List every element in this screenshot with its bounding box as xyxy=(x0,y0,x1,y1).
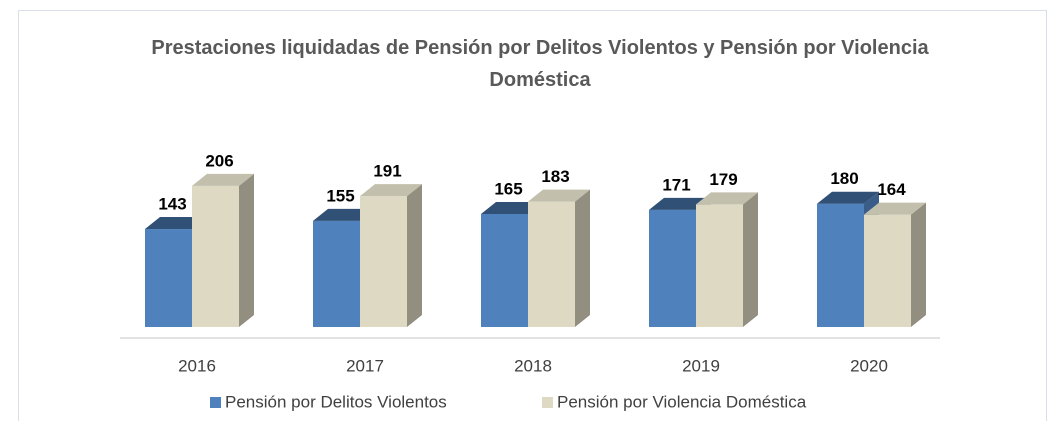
bar xyxy=(192,185,239,327)
x-tick-label: 2017 xyxy=(346,356,384,375)
data-label: 191 xyxy=(373,162,401,181)
bar xyxy=(313,220,360,327)
x-tick-label: 2019 xyxy=(682,356,720,375)
x-tick-label: 2020 xyxy=(850,356,888,375)
bar-top xyxy=(145,217,207,230)
legend-swatch xyxy=(542,397,553,408)
legend-label: Pensión por Delitos Violentos xyxy=(225,392,447,411)
bar-top xyxy=(864,202,926,215)
bar xyxy=(481,213,528,327)
bar-top xyxy=(313,208,375,221)
bar-top xyxy=(481,201,543,214)
bar-side xyxy=(575,189,590,327)
bar-top xyxy=(817,191,879,204)
x-tick-label: 2018 xyxy=(514,356,552,375)
data-label: 164 xyxy=(877,180,906,199)
bar-top xyxy=(649,197,711,210)
bar-side xyxy=(239,173,254,327)
bar-side xyxy=(407,184,422,327)
data-label: 171 xyxy=(662,175,690,194)
data-label: 155 xyxy=(326,186,354,205)
bar xyxy=(145,229,192,327)
legend-swatch xyxy=(210,397,221,408)
bar xyxy=(528,201,575,327)
x-tick-label: 2016 xyxy=(178,356,216,375)
bar-top xyxy=(360,184,422,197)
bar-side xyxy=(911,202,926,327)
chart-title: Prestaciones liquidadas de Pensión por D… xyxy=(151,37,929,91)
chart-border xyxy=(18,10,1047,421)
bar xyxy=(696,204,743,327)
data-label: 206 xyxy=(205,151,233,170)
data-label: 143 xyxy=(158,195,186,214)
data-label: 183 xyxy=(541,167,569,186)
bar-side xyxy=(743,192,758,327)
bar xyxy=(864,214,911,327)
data-label: 179 xyxy=(709,170,737,189)
bar xyxy=(360,196,407,327)
data-label: 180 xyxy=(830,169,858,188)
bar xyxy=(817,203,864,327)
bar-top xyxy=(192,173,254,186)
bar-top xyxy=(528,189,590,202)
bar xyxy=(649,209,696,327)
legend-label: Pensión por Violencia Doméstica xyxy=(557,392,807,411)
bar-top xyxy=(696,192,758,205)
data-label: 165 xyxy=(494,179,522,198)
